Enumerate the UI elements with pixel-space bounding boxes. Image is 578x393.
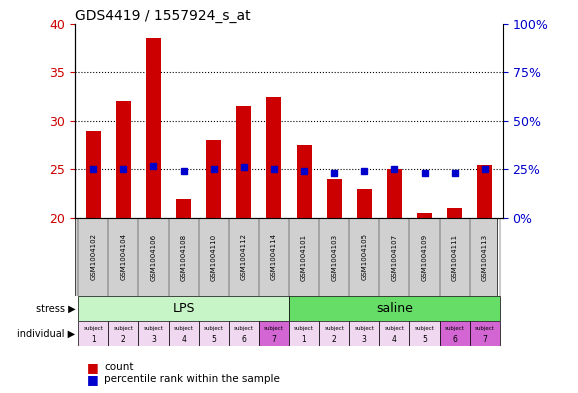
Bar [176, 198, 191, 218]
Text: 3: 3 [151, 335, 156, 344]
Text: LPS: LPS [172, 302, 195, 315]
Text: 5: 5 [422, 335, 427, 344]
Bar [319, 321, 349, 346]
Bar [86, 130, 101, 218]
Bar [417, 213, 432, 218]
Bar [169, 321, 199, 346]
Text: 4: 4 [181, 335, 186, 344]
Text: GSM1004113: GSM1004113 [482, 233, 488, 281]
Text: 6: 6 [452, 335, 457, 344]
Text: 5: 5 [212, 335, 216, 344]
Bar [229, 321, 259, 346]
Text: subject: subject [294, 326, 314, 331]
Text: 7: 7 [483, 335, 487, 344]
Text: 3: 3 [362, 335, 366, 344]
Text: GSM1004114: GSM1004114 [271, 233, 277, 281]
Bar [108, 321, 138, 346]
Bar [199, 321, 229, 346]
Text: percentile rank within the sample: percentile rank within the sample [104, 374, 280, 384]
Text: ■: ■ [87, 373, 98, 386]
Bar [259, 321, 289, 346]
Text: count: count [104, 362, 134, 373]
Bar [477, 165, 492, 218]
Text: subject: subject [324, 326, 344, 331]
Text: subject: subject [444, 326, 465, 331]
Text: stress ▶: stress ▶ [35, 303, 75, 313]
Bar [349, 321, 379, 346]
Bar [236, 106, 251, 218]
Text: subject: subject [83, 326, 103, 331]
Bar [116, 101, 131, 218]
Text: GSM1004110: GSM1004110 [211, 233, 217, 281]
Bar [78, 296, 289, 321]
Text: individual ▶: individual ▶ [17, 328, 75, 338]
Text: subject: subject [173, 326, 194, 331]
Bar [138, 321, 169, 346]
Text: GSM1004112: GSM1004112 [241, 233, 247, 281]
Text: 1: 1 [302, 335, 306, 344]
Text: 2: 2 [121, 335, 125, 344]
Text: subject: subject [113, 326, 134, 331]
Text: GSM1004105: GSM1004105 [361, 233, 367, 281]
Bar [289, 296, 500, 321]
Bar [297, 145, 312, 218]
Text: GSM1004107: GSM1004107 [391, 233, 398, 281]
Text: 7: 7 [272, 335, 276, 344]
Text: subject: subject [143, 326, 164, 331]
Bar [470, 321, 500, 346]
Text: subject: subject [414, 326, 435, 331]
Text: GDS4419 / 1557924_s_at: GDS4419 / 1557924_s_at [75, 9, 251, 22]
Bar [266, 97, 281, 218]
Bar [206, 140, 221, 218]
Bar [387, 169, 402, 218]
Bar [447, 208, 462, 218]
Text: GSM1004111: GSM1004111 [451, 233, 458, 281]
Bar [440, 321, 470, 346]
Bar [289, 321, 319, 346]
Text: subject: subject [384, 326, 405, 331]
Text: saline: saline [376, 302, 413, 315]
Text: GSM1004104: GSM1004104 [120, 233, 127, 281]
Text: GSM1004102: GSM1004102 [90, 233, 96, 281]
Text: GSM1004106: GSM1004106 [150, 233, 157, 281]
Text: ■: ■ [87, 361, 98, 374]
Text: GSM1004109: GSM1004109 [421, 233, 428, 281]
Bar [409, 321, 440, 346]
Bar [146, 38, 161, 218]
Text: subject: subject [354, 326, 374, 331]
Text: GSM1004103: GSM1004103 [331, 233, 337, 281]
Text: GSM1004101: GSM1004101 [301, 233, 307, 281]
Bar [327, 179, 342, 218]
Text: subject: subject [204, 326, 224, 331]
Text: 2: 2 [332, 335, 336, 344]
Bar [78, 321, 108, 346]
Bar [379, 321, 409, 346]
Text: GSM1004108: GSM1004108 [180, 233, 187, 281]
Text: 6: 6 [242, 335, 246, 344]
Bar [357, 189, 372, 218]
Text: subject: subject [264, 326, 284, 331]
Text: 1: 1 [91, 335, 95, 344]
Text: subject: subject [475, 326, 495, 331]
Text: subject: subject [234, 326, 254, 331]
Text: 4: 4 [392, 335, 397, 344]
